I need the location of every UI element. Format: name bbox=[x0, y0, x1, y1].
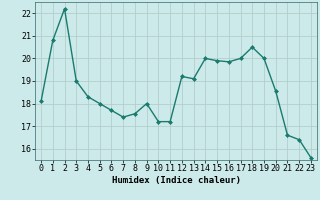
X-axis label: Humidex (Indice chaleur): Humidex (Indice chaleur) bbox=[111, 176, 241, 185]
